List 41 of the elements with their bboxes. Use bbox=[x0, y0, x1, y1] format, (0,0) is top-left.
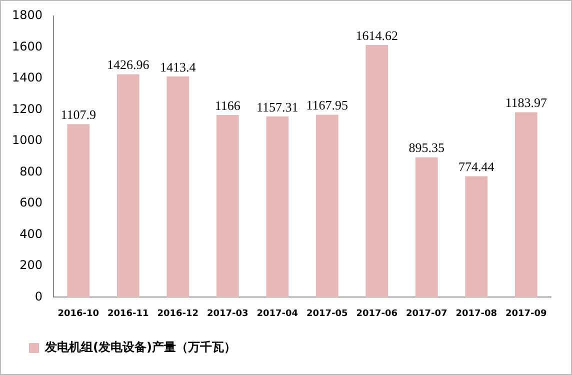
data-label: 1157.31 bbox=[256, 99, 298, 114]
bar bbox=[514, 112, 538, 298]
bar bbox=[366, 44, 388, 298]
y-tick-label: 1800 bbox=[12, 8, 43, 22]
data-label: 1167.95 bbox=[306, 98, 348, 113]
x-tick-label: 2017-06 bbox=[356, 308, 398, 319]
x-tick-label: 2017-04 bbox=[256, 308, 298, 319]
x-tick-label: 2016-12 bbox=[157, 308, 199, 319]
x-tick-label: 2016-11 bbox=[108, 308, 149, 319]
bar bbox=[465, 176, 488, 298]
bar bbox=[116, 74, 140, 298]
y-tick-label: 1600 bbox=[12, 39, 43, 54]
x-tick-label: 2017-05 bbox=[306, 308, 348, 319]
data-label: 774.44 bbox=[458, 159, 495, 174]
data-label: 1413.4 bbox=[160, 59, 196, 74]
bar bbox=[266, 116, 289, 298]
data-label: 1183.97 bbox=[505, 95, 548, 110]
y-tick-label: 0 bbox=[34, 289, 43, 304]
y-tick-label: 1200 bbox=[12, 102, 43, 116]
x-tick-label: 2016-10 bbox=[58, 308, 100, 319]
y-tick-label: 600 bbox=[20, 196, 43, 210]
bar bbox=[166, 76, 190, 298]
data-label: 895.35 bbox=[408, 140, 445, 156]
y-tick-label: 400 bbox=[20, 226, 43, 241]
bar bbox=[415, 157, 438, 298]
x-tick-label: 2017-03 bbox=[206, 308, 248, 319]
data-label: 1107.9 bbox=[60, 107, 96, 122]
x-tick-label: 2017-07 bbox=[406, 308, 448, 319]
data-label: 1166 bbox=[214, 98, 241, 113]
bar bbox=[316, 114, 338, 298]
y-tick-label: 800 bbox=[20, 164, 43, 178]
x-tick-label: 2017-08 bbox=[456, 308, 498, 319]
data-label: 1614.62 bbox=[356, 28, 398, 43]
x-tick-label: 2017-09 bbox=[505, 308, 547, 319]
legend-label: 发电机组(发电设备)产量（万千瓦） bbox=[44, 340, 236, 354]
y-tick-label: 1400 bbox=[12, 70, 43, 85]
data-label: 1426.96 bbox=[107, 57, 150, 72]
bar bbox=[67, 124, 90, 298]
bar bbox=[216, 115, 239, 298]
y-tick-label: 200 bbox=[20, 258, 43, 272]
y-tick-label: 1000 bbox=[12, 133, 43, 148]
